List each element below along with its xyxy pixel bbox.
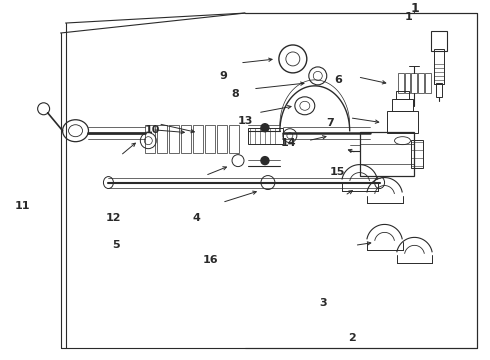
Text: 11: 11	[15, 201, 30, 211]
Text: 1: 1	[410, 1, 419, 15]
Bar	[193, 125, 203, 153]
Text: 10: 10	[145, 125, 160, 135]
Bar	[437, 83, 442, 97]
Text: 16: 16	[203, 255, 219, 265]
Bar	[412, 140, 423, 168]
Circle shape	[261, 157, 269, 165]
Bar	[395, 91, 410, 99]
Bar	[431, 31, 447, 51]
Bar	[405, 73, 411, 93]
Text: 2: 2	[348, 333, 356, 343]
Bar	[360, 132, 415, 176]
Text: 1: 1	[405, 12, 413, 22]
Bar	[248, 128, 283, 144]
Text: 12: 12	[105, 213, 121, 223]
Circle shape	[261, 124, 269, 132]
Bar	[435, 49, 444, 84]
Text: 14: 14	[281, 138, 297, 148]
Bar	[205, 125, 215, 153]
Bar	[217, 125, 227, 153]
Bar	[387, 111, 418, 133]
Text: 3: 3	[319, 298, 327, 307]
Bar	[169, 125, 179, 153]
Bar	[425, 73, 431, 93]
Bar	[397, 73, 403, 93]
Text: 6: 6	[334, 75, 342, 85]
Bar	[181, 125, 191, 153]
Text: 7: 7	[327, 118, 334, 128]
Text: 8: 8	[231, 89, 239, 99]
Text: 15: 15	[330, 167, 345, 177]
Bar	[412, 73, 417, 93]
Bar	[146, 125, 155, 153]
Text: 4: 4	[192, 213, 200, 223]
Text: 9: 9	[219, 72, 227, 81]
Bar	[392, 99, 414, 111]
Text: 5: 5	[112, 240, 120, 250]
Bar	[229, 125, 239, 153]
Bar	[157, 125, 167, 153]
Bar	[418, 73, 424, 93]
Text: 13: 13	[237, 116, 253, 126]
